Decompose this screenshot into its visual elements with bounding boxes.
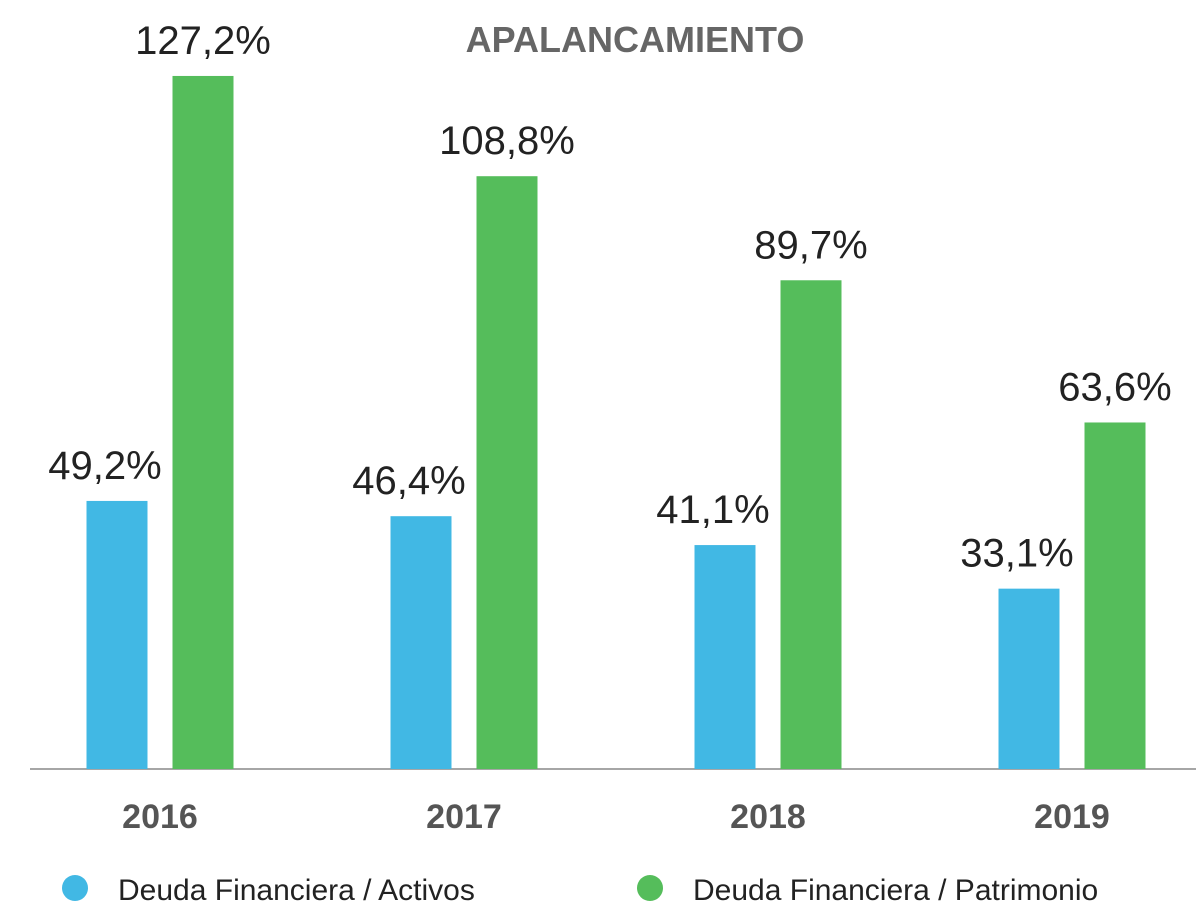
bar (172, 75, 234, 770)
bar (998, 588, 1060, 769)
value-label: 46,4% (352, 459, 465, 503)
value-label: 108,8% (439, 119, 575, 163)
legend-label: Deuda Financiera / Activos (118, 874, 475, 907)
bar (390, 516, 452, 769)
value-label: 63,6% (1058, 365, 1171, 409)
legend-swatch (62, 875, 88, 901)
bar (476, 176, 538, 769)
chart-title: APALANCAMIENTO (466, 19, 805, 60)
value-label: 49,2% (48, 444, 161, 488)
x-tick-label: 2017 (426, 798, 502, 836)
value-label: 127,2% (135, 19, 271, 63)
bar (1084, 422, 1146, 769)
bar (694, 545, 756, 769)
x-tick-label: 2018 (730, 798, 806, 836)
x-tick-label: 2016 (122, 798, 198, 836)
bar (86, 500, 148, 769)
x-tick-label: 2019 (1034, 798, 1110, 836)
legend-label: Deuda Financiera / Patrimonio (693, 874, 1098, 907)
value-label: 33,1% (960, 532, 1073, 576)
value-label: 41,1% (656, 488, 769, 532)
legend-swatch (637, 875, 663, 901)
value-label: 89,7% (754, 223, 867, 267)
bar (780, 280, 842, 769)
